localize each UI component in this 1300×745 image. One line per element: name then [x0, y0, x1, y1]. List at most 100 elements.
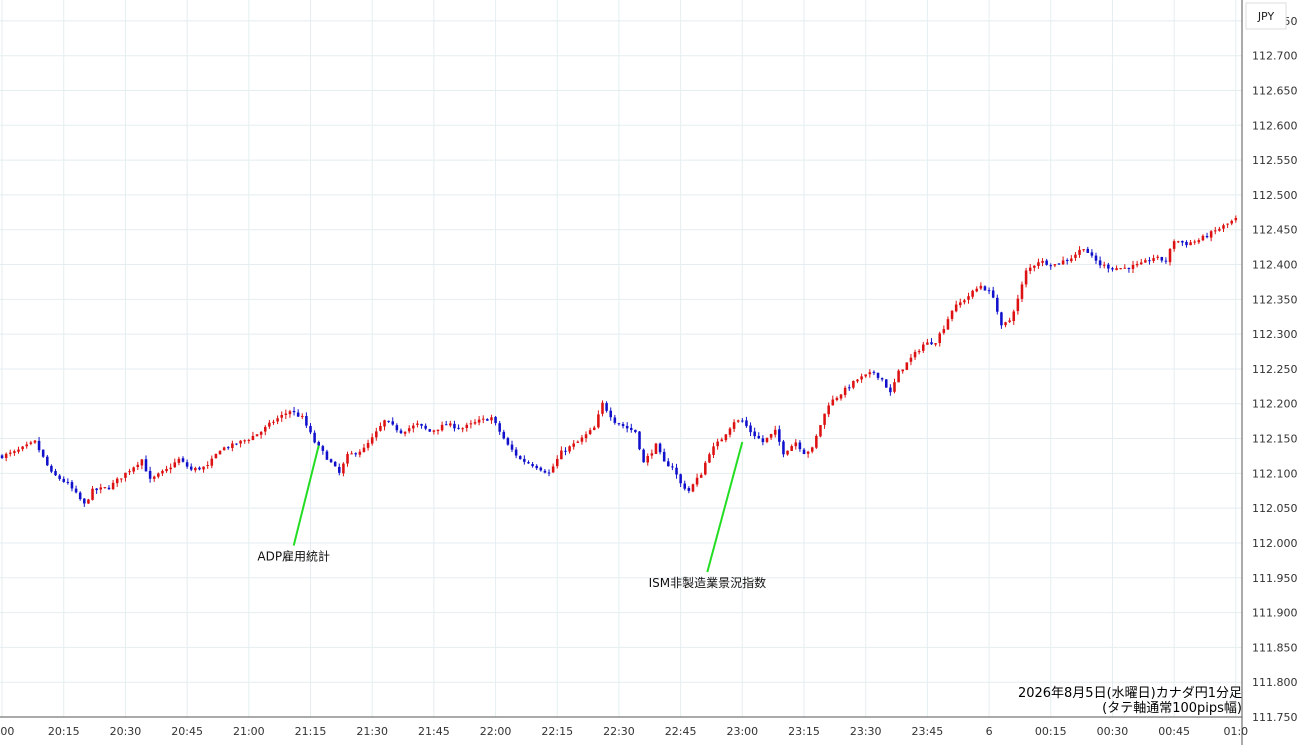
- candle: [827, 402, 830, 418]
- candle: [1205, 232, 1209, 239]
- candle: [173, 458, 177, 468]
- candle-body: [996, 297, 999, 312]
- candle: [424, 423, 427, 431]
- candle-body: [658, 443, 662, 453]
- candle-body: [391, 421, 395, 425]
- grid: [0, 0, 1242, 718]
- candle-body: [259, 431, 263, 435]
- candle-body: [1123, 267, 1127, 269]
- y-tick-label: 112.700: [1252, 50, 1298, 63]
- candle: [1148, 257, 1151, 265]
- candle-body: [1057, 263, 1061, 265]
- candle: [1078, 246, 1081, 258]
- candle: [893, 378, 896, 394]
- candle: [120, 478, 123, 483]
- candle-body: [375, 431, 378, 438]
- candle: [498, 421, 501, 435]
- candle: [584, 431, 588, 443]
- candle: [453, 420, 456, 432]
- candle-body: [588, 430, 592, 435]
- candle: [736, 419, 740, 423]
- candle: [695, 473, 699, 487]
- y-tick-label: 112.150: [1252, 433, 1298, 446]
- candle: [210, 455, 214, 469]
- candle: [185, 459, 189, 469]
- candle: [815, 434, 818, 449]
- candle-body: [1049, 265, 1053, 267]
- candle-body: [917, 351, 921, 353]
- candle: [720, 437, 724, 442]
- candle-body: [613, 417, 617, 423]
- candle-body: [806, 451, 810, 454]
- candle: [70, 479, 74, 492]
- candle: [272, 419, 275, 425]
- candle-body: [1185, 241, 1188, 246]
- candle-body: [305, 416, 308, 426]
- candle: [62, 476, 66, 483]
- footer-line-1: 2026年8月5日(水曜日)カナダ円1分足: [1018, 686, 1242, 701]
- candle-body: [329, 459, 333, 463]
- candle-body: [897, 370, 900, 383]
- candle: [292, 406, 296, 416]
- candle: [222, 446, 226, 451]
- candle-body: [148, 470, 152, 479]
- candle: [938, 331, 942, 347]
- candle: [1234, 215, 1238, 223]
- candle: [391, 417, 395, 426]
- candle-body: [177, 458, 181, 463]
- candle: [354, 452, 358, 457]
- candle-body: [255, 434, 259, 437]
- candle: [1230, 219, 1233, 226]
- candle: [901, 369, 904, 374]
- candle: [268, 419, 271, 429]
- candle: [605, 401, 608, 413]
- candle-body: [617, 423, 621, 425]
- candle-body: [1144, 260, 1147, 263]
- candle: [535, 464, 538, 471]
- candle-body: [963, 300, 966, 303]
- candle-body: [938, 333, 942, 343]
- candle: [712, 442, 715, 458]
- candle-body: [506, 438, 510, 445]
- candle: [679, 473, 682, 488]
- candle-body: [436, 429, 440, 432]
- candle-body: [321, 446, 325, 451]
- candle: [465, 422, 469, 432]
- x-tick-label: 0:00: [0, 725, 14, 738]
- candle: [288, 409, 292, 418]
- candle: [91, 486, 94, 501]
- candle-body: [839, 394, 843, 399]
- candle: [728, 427, 732, 438]
- candle-body: [798, 442, 802, 450]
- candle-body: [1222, 225, 1225, 229]
- candle: [399, 428, 403, 435]
- candle-body: [132, 467, 135, 472]
- candle-body: [1127, 267, 1131, 269]
- candle-body: [239, 440, 242, 444]
- candle-body: [280, 414, 283, 418]
- candle-body: [880, 378, 884, 380]
- candle-body: [1135, 263, 1139, 266]
- candle: [338, 463, 341, 476]
- candle-body: [979, 285, 983, 289]
- candle-body: [157, 473, 160, 477]
- candle-body: [1053, 264, 1057, 266]
- candle-body: [173, 462, 177, 468]
- candle: [1115, 265, 1118, 271]
- x-tick-label: 23:45: [912, 725, 944, 738]
- candle-body: [708, 454, 711, 463]
- x-tick-label: 21:45: [418, 725, 450, 738]
- x-tick-label: 22:45: [665, 725, 697, 738]
- candle: [699, 472, 703, 478]
- candle-body: [358, 451, 362, 455]
- candle-body: [296, 412, 300, 417]
- candle-body: [671, 466, 674, 468]
- candle-body: [934, 343, 937, 345]
- candle: [29, 440, 33, 446]
- candle-body: [317, 442, 321, 446]
- candle: [518, 455, 522, 460]
- candle-body: [346, 454, 349, 464]
- candle: [247, 438, 251, 444]
- candle: [613, 414, 617, 425]
